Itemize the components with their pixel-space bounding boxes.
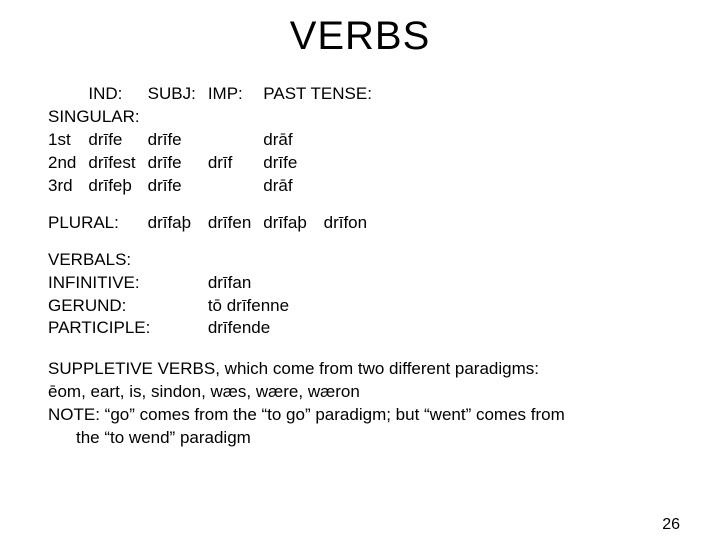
cell: drāf (263, 129, 323, 152)
cell: drīfeþ (88, 175, 147, 198)
note-line: NOTE: “go” comes from the “to go” paradi… (48, 404, 672, 427)
cell: drīfe (148, 152, 208, 175)
table-row: 1st drīfe drīfe drāf (48, 129, 384, 152)
cell: drīfest (88, 152, 147, 175)
label-verbals: VERBALS: (48, 249, 384, 272)
table-row: PARTICIPLE: drīfende (48, 317, 384, 340)
cell: drīfen (208, 212, 263, 235)
table-row: VERBALS: (48, 249, 384, 272)
table-row: 3rd drīfeþ drīfe drāf (48, 175, 384, 198)
page-number: 26 (662, 516, 680, 534)
table-row: INFINITIVE: drīfan (48, 272, 384, 295)
label-3rd: 3rd (48, 175, 88, 198)
header-subj: SUBJ: (148, 83, 208, 106)
cell: drīfan (208, 272, 384, 295)
page-title: VERBS (0, 14, 720, 59)
cell: drāf (263, 175, 323, 198)
cell: drīfaþ (263, 212, 323, 235)
cell: tō drīfenne (208, 295, 384, 318)
cell: drīfe (88, 129, 147, 152)
notes-block: SUPPLETIVE VERBS, which come from two di… (48, 358, 672, 450)
note-line: ēom, eart, is, sindon, wæs, wære, wæron (48, 381, 672, 404)
label-2nd: 2nd (48, 152, 88, 175)
cell (208, 129, 263, 152)
cell: drīf (208, 152, 263, 175)
cell: drīfon (324, 212, 384, 235)
cell: drīfe (263, 152, 323, 175)
slide-content: IND: SUBJ: IMP: PAST TENSE: SINGULAR: 1s… (48, 83, 672, 450)
label-plural: PLURAL: (48, 212, 148, 235)
table-row: GERUND: tō drīfenne (48, 295, 384, 318)
header-imp: IMP: (208, 83, 263, 106)
paradigm-table: IND: SUBJ: IMP: PAST TENSE: SINGULAR: 1s… (48, 83, 384, 340)
note-line: the “to wend” paradigm (76, 427, 672, 450)
label-1st: 1st (48, 129, 88, 152)
cell: drīfe (148, 129, 208, 152)
note-line: SUPPLETIVE VERBS, which come from two di… (48, 358, 672, 381)
cell (208, 175, 263, 198)
table-row: SINGULAR: (48, 106, 384, 129)
label-singular: SINGULAR: (48, 106, 384, 129)
cell: drīfaþ (148, 212, 208, 235)
label-gerund: GERUND: (48, 295, 208, 318)
label-participle: PARTICIPLE: (48, 317, 208, 340)
header-past: PAST TENSE: (263, 83, 384, 106)
label-infinitive: INFINITIVE: (48, 272, 208, 295)
cell: drīfende (208, 317, 384, 340)
cell: drīfe (148, 175, 208, 198)
table-row: IND: SUBJ: IMP: PAST TENSE: (48, 83, 384, 106)
table-row: 2nd drīfest drīfe drīf drīfe (48, 152, 384, 175)
header-ind: IND: (88, 83, 147, 106)
table-row: PLURAL: drīfaþ drīfen drīfaþ drīfon (48, 212, 384, 235)
